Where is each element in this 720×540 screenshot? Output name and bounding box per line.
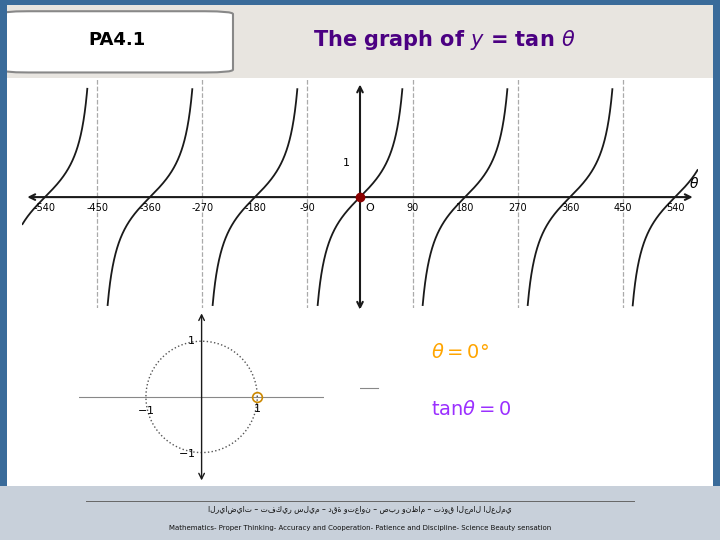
Text: O: O xyxy=(366,203,374,213)
Text: 450: 450 xyxy=(613,203,632,213)
Text: $\theta = 0°$: $\theta = 0°$ xyxy=(431,343,489,362)
Text: $\theta$: $\theta$ xyxy=(688,176,699,191)
Text: -450: -450 xyxy=(86,203,109,213)
Text: 360: 360 xyxy=(561,203,579,213)
Text: $-1$: $-1$ xyxy=(178,447,195,458)
Text: The graph of $\mathit{y}$ = tan $\theta$: The graph of $\mathit{y}$ = tan $\theta$ xyxy=(313,29,576,52)
Text: -360: -360 xyxy=(139,203,161,213)
FancyBboxPatch shape xyxy=(0,11,233,72)
Text: PA4.1: PA4.1 xyxy=(88,31,145,49)
Text: Mathematics- Proper Thinking- Accuracy and Cooperation- Patience and Discipline-: Mathematics- Proper Thinking- Accuracy a… xyxy=(169,525,551,531)
Text: 540: 540 xyxy=(666,203,684,213)
Text: 1: 1 xyxy=(188,336,195,346)
Text: 90: 90 xyxy=(406,203,418,213)
Text: 1: 1 xyxy=(343,158,349,168)
Text: $\mathrm{tan}\theta = 0$: $\mathrm{tan}\theta = 0$ xyxy=(431,400,511,419)
Text: 1: 1 xyxy=(253,403,261,414)
Text: -180: -180 xyxy=(244,203,266,213)
Text: -90: -90 xyxy=(300,203,315,213)
Text: 180: 180 xyxy=(456,203,474,213)
Text: -270: -270 xyxy=(192,203,214,213)
Text: 270: 270 xyxy=(508,203,527,213)
Text: الرياضيات – تفكير سليم – دقة وتعاون – صبر ونظام – تذوق الجمال العلمي: الرياضيات – تفكير سليم – دقة وتعاون – صب… xyxy=(208,505,512,515)
Text: -540: -540 xyxy=(34,203,56,213)
Text: $-1$: $-1$ xyxy=(138,403,155,416)
